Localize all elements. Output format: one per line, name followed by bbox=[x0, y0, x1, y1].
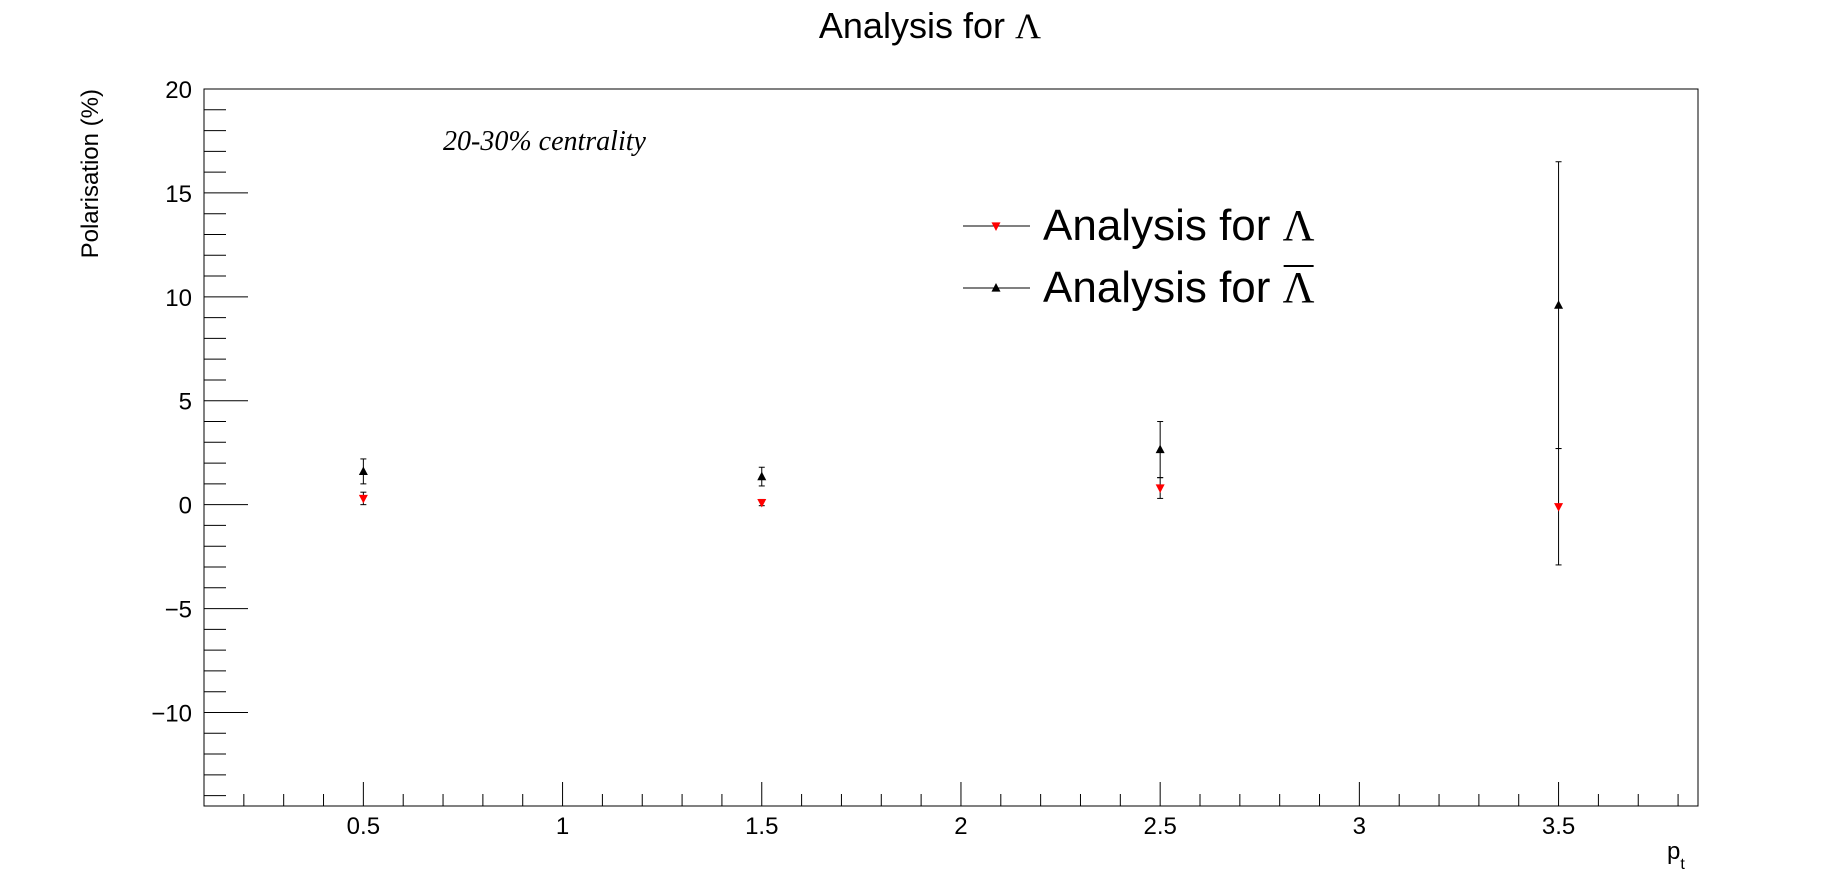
x-axis-label: pt bbox=[1667, 838, 1685, 873]
x-tick-label: 1.5 bbox=[745, 813, 778, 840]
x-tick-label: 3.5 bbox=[1542, 813, 1575, 840]
y-axis bbox=[204, 88, 248, 797]
y-tick-label: 20 bbox=[165, 77, 192, 104]
y-tick-labels: −10 −5 0 5 10 15 20 bbox=[151, 77, 192, 727]
centrality-annotation: 20-30% centrality bbox=[443, 126, 647, 157]
y-tick-label: −10 bbox=[151, 700, 192, 727]
y-axis-label: Polarisation (%) bbox=[77, 89, 104, 258]
y-tick-label: 5 bbox=[179, 389, 192, 416]
y-tick-label: −5 bbox=[165, 597, 192, 624]
x-axis bbox=[243, 782, 1679, 806]
x-tick-label: 0.5 bbox=[347, 813, 380, 840]
legend-marker bbox=[991, 222, 1001, 231]
data-point bbox=[1155, 444, 1165, 454]
data-point bbox=[358, 466, 368, 475]
y-tick-label: 10 bbox=[165, 285, 192, 312]
chart-title: Analysis for Λ bbox=[819, 5, 1041, 46]
data-point bbox=[1155, 484, 1165, 493]
x-tick-label: 2 bbox=[954, 813, 967, 840]
legend-label: Analysis for Λ bbox=[1043, 263, 1315, 312]
series-antilambda bbox=[358, 161, 1564, 487]
data-point bbox=[1554, 300, 1564, 309]
plot-frame bbox=[203, 88, 1699, 807]
y-tick-label: 0 bbox=[179, 493, 192, 520]
data-point bbox=[757, 471, 767, 481]
series-lambda bbox=[358, 448, 1564, 566]
data-point bbox=[1554, 503, 1564, 512]
data-point bbox=[757, 498, 767, 508]
x-tick-label: 2.5 bbox=[1143, 813, 1176, 840]
y-tick-label: 15 bbox=[165, 181, 192, 208]
legend-marker bbox=[991, 283, 1001, 292]
data-series bbox=[358, 161, 1564, 566]
x-tick-labels: 0.5 1 1.5 2 2.5 3 3.5 bbox=[347, 813, 1576, 840]
legend-label: Analysis for Λ bbox=[1043, 201, 1315, 250]
legend: Analysis for Λ Analysis for Λ bbox=[963, 201, 1315, 312]
x-tick-label: 1 bbox=[556, 813, 569, 840]
x-tick-label: 3 bbox=[1353, 813, 1366, 840]
data-point bbox=[358, 494, 368, 504]
